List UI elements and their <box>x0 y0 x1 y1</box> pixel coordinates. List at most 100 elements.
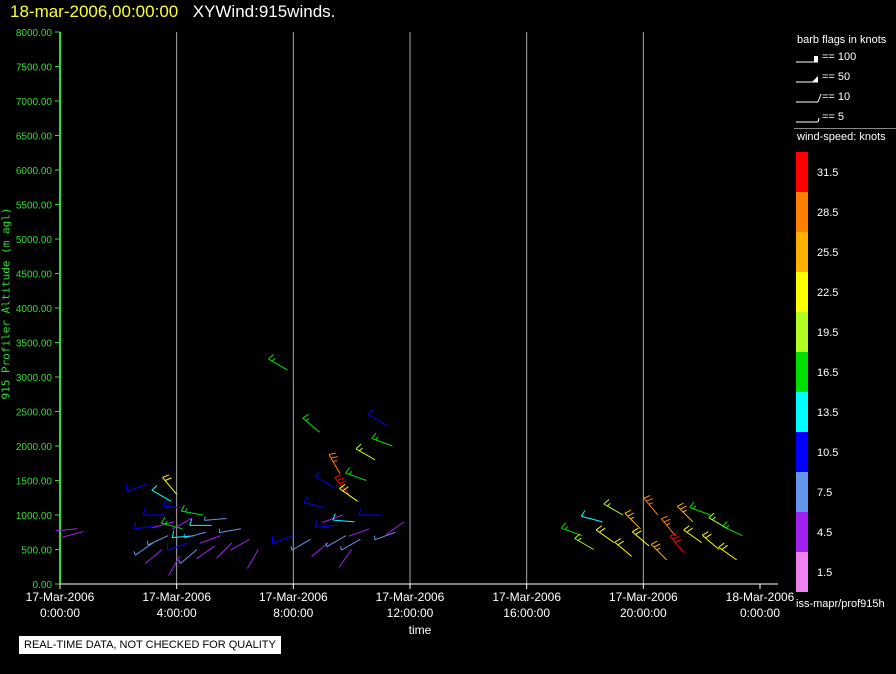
x-tick-date: 18-Mar-2006 <box>726 590 795 604</box>
y-ticks: 0.00 500.00 1000.00 1500.00 2000.00 2500.00 30… <box>16 28 60 591</box>
barb-feather <box>721 544 728 550</box>
barb-shaft <box>314 475 335 488</box>
x-tick-time: 8:00:00 <box>273 606 313 620</box>
barb-shaft <box>326 535 347 548</box>
barb-shaft <box>147 535 169 546</box>
barb-shaft <box>339 488 358 502</box>
wind-barb <box>216 542 233 559</box>
barb-feather <box>371 432 377 439</box>
barb-feather <box>355 443 362 450</box>
barb-feather <box>708 512 715 519</box>
colorbar-segment <box>796 352 808 392</box>
barb-legend-pennant <box>812 76 818 82</box>
barb-feather <box>603 498 610 505</box>
wind-barb <box>561 522 583 537</box>
wind-barb <box>134 522 157 530</box>
colorbar-label: 28.5 <box>817 207 838 219</box>
y-tick-label: 500.00 <box>21 546 52 557</box>
barb-feather <box>677 502 684 507</box>
barb-feather <box>646 498 654 502</box>
barb-feather <box>595 525 603 531</box>
barb-feather <box>336 477 344 481</box>
barb-half-feather <box>290 546 293 551</box>
y-tick-label: 6000.00 <box>16 166 53 177</box>
barb-feather <box>163 499 167 507</box>
barb-feather <box>367 409 374 415</box>
barb-half-feather <box>648 502 653 505</box>
colorbar-label: 16.5 <box>817 367 838 379</box>
barb-shaft <box>171 518 192 530</box>
y-tick-label: 1000.00 <box>16 511 53 522</box>
barb-feather <box>160 516 166 524</box>
datetime-label: 18-mar-2006,00:00:00 <box>10 2 179 21</box>
barb-shaft <box>216 542 233 559</box>
barb-feather <box>718 542 725 548</box>
colorbar-segment <box>796 152 808 192</box>
barb-shaft <box>718 546 737 561</box>
barb-half-feather <box>682 509 687 513</box>
colorbar-label: 25.5 <box>817 247 838 259</box>
colorbar-segment <box>796 512 808 552</box>
barb-shaft <box>701 534 720 550</box>
barb-half-feather <box>203 516 206 521</box>
barb-legend-label: == 50 <box>822 71 851 83</box>
barb-feather <box>189 518 193 526</box>
barb-shaft <box>660 518 676 537</box>
barb-shaft <box>144 549 163 565</box>
wind-barb <box>168 556 181 576</box>
barb-feather <box>635 530 642 535</box>
colorbar-title: wind-speed: knots <box>797 131 886 143</box>
quality-notice: REAL-TIME DATA, NOT CHECKED FOR QUALITY <box>19 636 281 654</box>
barb-feather <box>162 474 170 478</box>
wind-barb <box>371 432 393 447</box>
wind-barb <box>290 538 312 551</box>
barb-shaft <box>167 542 189 551</box>
barb-feather <box>561 522 567 529</box>
barb-shaft <box>355 448 376 461</box>
barb-feather <box>358 508 362 516</box>
x-tick-time: 0:00:00 <box>740 606 780 620</box>
barb-feather <box>653 543 661 548</box>
barb-legend: == 100 == 50 == 10 == 5 <box>794 48 896 128</box>
barb-half-feather <box>711 516 716 521</box>
wind-barb <box>178 549 198 565</box>
barb-feather <box>686 527 693 533</box>
barb-half-feather <box>133 551 136 556</box>
y-tick-label: 0.00 <box>33 580 53 591</box>
colorbar-label: 13.5 <box>817 407 838 419</box>
wind-barb <box>374 531 396 541</box>
colorbar-segment <box>796 392 808 432</box>
barb-feather <box>339 480 347 485</box>
x-tick-date: 17-Mar-2006 <box>26 590 95 604</box>
wind-barb <box>339 483 358 502</box>
barb-feather <box>672 536 680 540</box>
x-axis-label: time <box>408 623 432 637</box>
barb-legend-feather <box>817 93 822 103</box>
barb-feather <box>722 520 728 527</box>
barb-shaft <box>162 477 178 495</box>
wind-barb <box>614 538 632 557</box>
barb-feather <box>334 474 342 478</box>
barb-half-feather <box>325 542 328 547</box>
barb-half-feather <box>340 546 342 551</box>
wind-barb <box>325 535 347 548</box>
wind-barb <box>142 508 165 516</box>
x-tick-time: 12:00:00 <box>387 606 434 620</box>
barb-shaft <box>374 531 396 541</box>
barb-feather <box>180 504 185 512</box>
barb-shaft <box>134 524 157 530</box>
barb-feather <box>669 533 677 537</box>
barb-shaft <box>624 512 641 530</box>
barb-shaft <box>61 531 84 538</box>
wind-barb <box>246 549 259 569</box>
wind-barb <box>340 538 361 551</box>
barb-feather <box>303 496 309 503</box>
colorbar-label: 19.5 <box>817 327 838 339</box>
barb-feather <box>705 533 712 539</box>
barb-shaft <box>341 538 361 551</box>
barb-shaft <box>683 529 702 544</box>
wind-barb <box>314 471 335 488</box>
barb-legend-row: == 5 <box>794 108 896 128</box>
wind-barb <box>650 540 668 561</box>
y-tick-label: 5500.00 <box>16 201 53 212</box>
